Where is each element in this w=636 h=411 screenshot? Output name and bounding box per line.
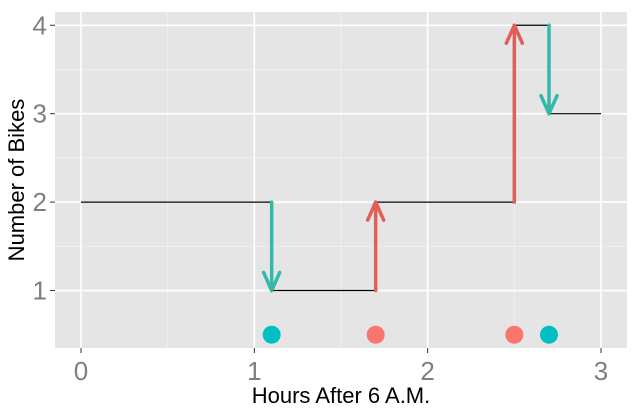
x-tick-label: 1 — [247, 356, 261, 386]
y-tick-label: 1 — [33, 276, 47, 306]
x-tick-label: 3 — [594, 356, 608, 386]
x-tick-label: 2 — [420, 356, 434, 386]
event-arrows — [261, 23, 559, 293]
x-axis-title: Hours After 6 A.M. — [252, 383, 431, 408]
arrow-head — [365, 200, 386, 222]
event-dots — [262, 325, 558, 344]
arrow-head — [261, 270, 282, 293]
arrival-dot — [366, 325, 385, 344]
y-axis-title: Number of Bikes — [4, 99, 29, 262]
y-tick-label: 4 — [33, 10, 47, 40]
departure-arrow — [261, 200, 282, 293]
arrow-head — [504, 23, 525, 46]
y-axis: 1 2 3 4 — [33, 10, 55, 306]
departure-dot — [540, 325, 558, 344]
arrival-arrow — [504, 23, 525, 204]
arrow-head — [539, 93, 559, 116]
x-tick-label: 0 — [74, 356, 88, 386]
y-tick-label: 3 — [33, 99, 47, 129]
y-tick-label: 2 — [33, 187, 47, 217]
arrival-dot — [505, 325, 524, 344]
arrival-arrow — [365, 200, 386, 293]
departure-arrow — [539, 23, 559, 116]
departure-dot — [262, 325, 281, 344]
x-axis: 0 1 2 3 — [74, 348, 608, 386]
